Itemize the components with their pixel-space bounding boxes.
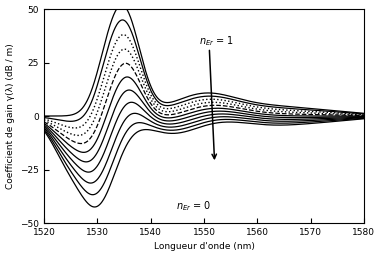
Text: $n_{Er}$ = 1: $n_{Er}$ = 1 — [199, 34, 234, 48]
X-axis label: Longueur d'onde (nm): Longueur d'onde (nm) — [154, 242, 255, 251]
Text: $n_{Er}$ = 0: $n_{Er}$ = 0 — [176, 199, 211, 213]
Y-axis label: Coefficient de gain γ(λ) (dB / m): Coefficient de gain γ(λ) (dB / m) — [6, 43, 14, 189]
